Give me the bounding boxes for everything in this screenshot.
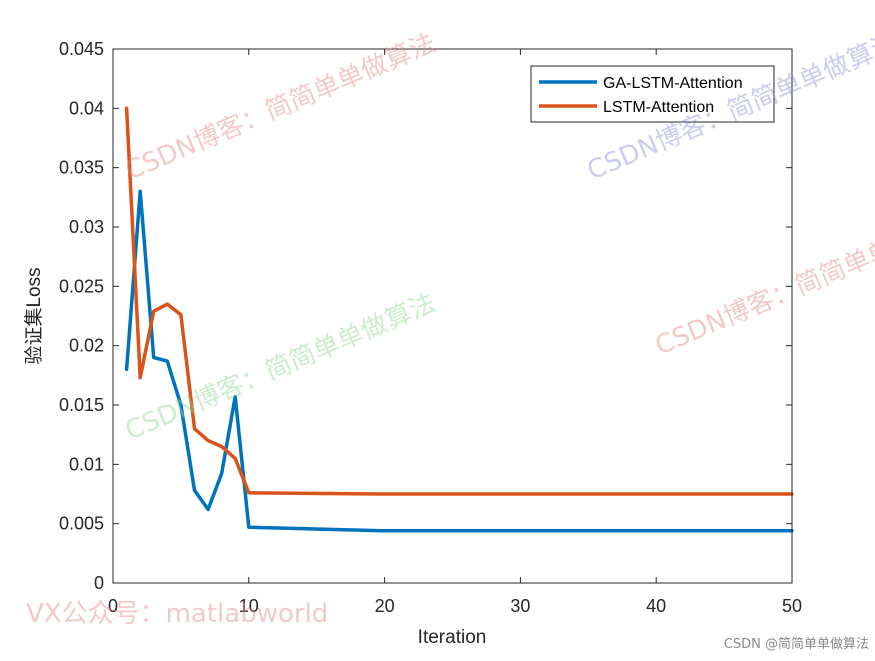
legend-box <box>530 65 775 123</box>
x-axis-label: Iteration <box>418 627 487 648</box>
y-tick-label: 0.04 <box>69 98 104 118</box>
series-line-1 <box>124 189 794 533</box>
x-tick-label: 10 <box>239 596 259 616</box>
y-tick-label: 0.01 <box>69 454 104 474</box>
y-tick-label: 0.005 <box>59 514 104 534</box>
series-line-2 <box>124 106 794 496</box>
x-tick-label: 20 <box>375 596 395 616</box>
legend-label-1: GA-LSTM-Attention <box>603 75 743 92</box>
y-tick-label: 0.045 <box>59 39 104 59</box>
x-tick-label: 0 <box>108 596 118 616</box>
y-tick-label: 0.025 <box>59 276 104 296</box>
y-tick-label: 0.03 <box>69 217 104 237</box>
y-tick-label: 0 <box>94 573 104 593</box>
legend: GA-LSTM-Attention LSTM-Attention <box>530 65 775 123</box>
legend-label-2: LSTM-Attention <box>603 99 714 116</box>
x-tick-label: 40 <box>646 596 666 616</box>
credit-text: CSDN @简简单单做算法 <box>723 637 869 652</box>
watermark-text-5: VX公众号：matlabworld <box>26 599 328 629</box>
y-tick-label: 0.035 <box>59 158 104 178</box>
x-tick-label: 50 <box>782 596 802 616</box>
axes-box <box>112 48 793 584</box>
y-axis-label: 验证集Loss <box>23 267 45 364</box>
y-tick-label: 0.015 <box>59 395 104 415</box>
y-tick-label: 0.02 <box>69 336 104 356</box>
x-tick-label: 30 <box>510 596 530 616</box>
